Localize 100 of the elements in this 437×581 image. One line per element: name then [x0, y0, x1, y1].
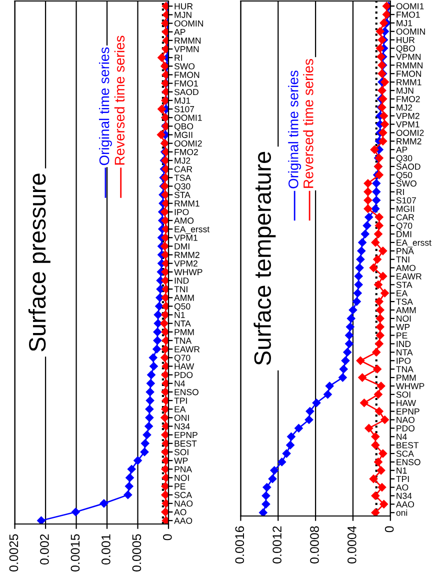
text: Reversed time series	[303, 59, 314, 188]
y-tick-label: WP	[174, 458, 188, 464]
y-tick-label: NTA	[396, 349, 413, 356]
y-tick-label: EA	[396, 290, 408, 296]
y-tick-label: AAO	[174, 518, 192, 524]
y-tick-label: MGII	[174, 132, 192, 138]
y-tick-label: SCA	[396, 450, 414, 457]
y-tick-label: WHWP	[396, 383, 424, 390]
y-tick-label: OOMI2	[396, 130, 424, 136]
y-tick-label: SAOD	[174, 88, 198, 96]
y-tick-label: ONI	[174, 414, 189, 421]
y-tick-label: OOMIN	[396, 28, 425, 35]
y-tick-label: STA	[396, 282, 412, 288]
y-tick-label: FMON	[396, 70, 421, 77]
y-tick-label: RI	[174, 54, 182, 61]
y-tick-label: N34	[396, 492, 412, 499]
y-tick-label: EA_ersst	[174, 226, 210, 234]
y-tick-label: EPNP	[396, 408, 420, 414]
y-tick-label: Q30	[396, 155, 412, 163]
y-tick-label: FMO2	[174, 148, 198, 156]
y-tick-label: TNA	[396, 366, 414, 372]
y-tick-label: NTA	[174, 320, 191, 327]
y-tick-label: S107	[396, 197, 416, 204]
y-tick-label: SWO	[396, 180, 416, 187]
y-tick-label: PNA	[174, 466, 192, 472]
y-tick-label: RI	[396, 188, 404, 195]
y-tick-label: EA	[174, 406, 186, 412]
y-tick-label: RMM2	[174, 252, 200, 258]
y-tick-label: RMMN	[396, 62, 422, 68]
y-tick-label: DMI	[396, 231, 412, 238]
x-tick-label: 0.0025	[9, 534, 18, 572]
y-tick-label: RMM1	[396, 79, 422, 86]
y-tick-label: NOI	[174, 474, 189, 481]
text: Reversed time series	[114, 36, 125, 165]
x-tick-label: 0.0008	[310, 526, 319, 564]
y-tick-label: SOI	[396, 391, 410, 398]
y-tick-label: DMI	[174, 243, 190, 250]
y-tick-label: EA_ersst	[396, 240, 432, 248]
y-tick-label: MJ2	[174, 158, 190, 164]
y-tick-label: NAO	[174, 500, 193, 507]
y-tick-label: N1	[396, 468, 407, 474]
y-tick-label: Q70	[396, 222, 412, 230]
y-tick-label: QBO	[174, 123, 194, 131]
text: Surface temperature	[254, 152, 276, 366]
y-tick-label: N4	[396, 434, 407, 440]
y-tick-label: PNA	[396, 248, 414, 254]
y-tick-label: Q70	[174, 354, 190, 362]
y-tick-label: RMM2	[396, 138, 422, 144]
y-tick-label: N4	[174, 380, 185, 387]
y-tick-label: ENSO	[396, 459, 420, 466]
y-tick-label: Q50	[174, 303, 190, 312]
x-tick-label: 0.0016	[235, 526, 244, 564]
y-tick-label: BEST	[396, 442, 419, 448]
y-tick-label: VPM1	[174, 234, 198, 241]
y-tick-label: SCA	[174, 492, 192, 498]
y-tick-label: HUR	[396, 36, 415, 44]
y-tick-label: OOMI1	[174, 114, 202, 121]
y-tick-label: CAR	[396, 214, 414, 220]
y-tick-label: TPI	[174, 398, 187, 404]
y-tick-label: TNA	[174, 338, 192, 344]
y-tick-label: PDO	[396, 425, 414, 432]
x-tick-label: 0	[384, 526, 394, 532]
text: Surface pressure	[28, 174, 50, 352]
y-tick-label: FMO2	[396, 96, 420, 102]
text: Original time series	[99, 47, 112, 166]
y-tick-label: OOMIN	[174, 20, 203, 27]
y-tick-label: IND	[396, 340, 411, 347]
y-tick-label: AMM	[396, 307, 416, 314]
y-tick-label: RMM1	[174, 200, 200, 207]
y-tick-label: PE	[174, 483, 186, 490]
y-tick-label: TSA	[174, 174, 192, 181]
y-tick-label: TNI	[396, 256, 410, 263]
y-tick-label: MJN	[396, 88, 414, 94]
y-tick-label: STA	[174, 192, 190, 198]
x-tick-label: 0	[163, 534, 172, 540]
y-tick-label: AP	[396, 146, 408, 153]
y-tick-label: N34	[174, 423, 190, 430]
y-tick-label: NAO	[396, 416, 414, 424]
y-tick-label: OOMI2	[174, 140, 202, 147]
y-tick-label: NOI	[396, 316, 411, 322]
y-tick-label: S107	[174, 106, 194, 112]
y-tick-label: PE	[396, 332, 408, 338]
y-tick-label: SAOD	[396, 164, 420, 170]
y-tick-label: AAO	[396, 501, 414, 508]
y-tick-label: Q30	[174, 183, 190, 192]
y-tick-label: IPO	[174, 208, 189, 216]
y-tick-label: IPO	[396, 358, 411, 364]
y-tick-label: TNI	[174, 286, 188, 292]
y-tick-label: FMO1	[396, 12, 420, 18]
y-tick-label: QBO	[396, 45, 415, 54]
y-tick-label: MJN	[174, 12, 192, 18]
y-tick-label: FMO1	[174, 80, 198, 87]
y-tick-label: RMMN	[174, 38, 201, 44]
y-tick-label: HAW	[174, 363, 194, 370]
y-tick-label: VPMN	[174, 46, 199, 52]
y-tick-label: AO	[396, 484, 408, 491]
y-tick-label: PDO	[174, 372, 193, 378]
y-tick-label: VPMN	[396, 54, 421, 60]
y-tick-label: PMM	[396, 374, 416, 381]
y-tick-label: VPM1	[396, 121, 420, 128]
